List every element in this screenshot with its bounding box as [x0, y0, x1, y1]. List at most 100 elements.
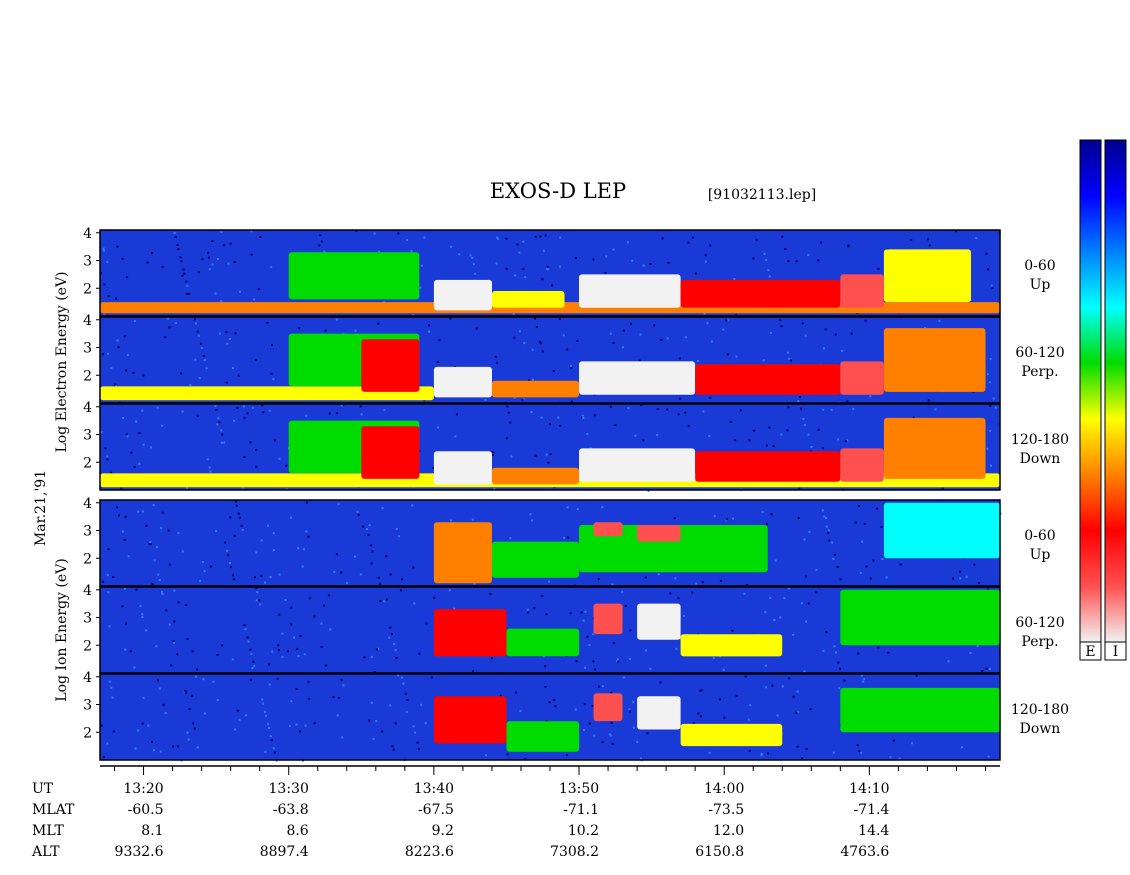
- noise-speckle: [397, 232, 400, 235]
- noise-speckle: [125, 622, 127, 625]
- noise-speckle: [255, 359, 257, 361]
- noise-speckle: [273, 751, 276, 754]
- noise-speckle: [454, 435, 457, 438]
- noise-speckle: [177, 745, 179, 748]
- noise-speckle: [692, 722, 695, 725]
- noise-speckle: [401, 676, 403, 679]
- noise-speckle: [518, 330, 521, 333]
- noise-speckle: [991, 286, 994, 289]
- noise-speckle: [825, 525, 828, 528]
- noise-speckle: [828, 539, 831, 542]
- noise-speckle: [989, 429, 991, 432]
- noise-speckle: [546, 266, 549, 269]
- noise-speckle: [509, 421, 512, 424]
- noise-speckle: [199, 342, 202, 345]
- noise-speckle: [107, 295, 110, 297]
- noise-speckle: [877, 267, 880, 270]
- noise-speckle: [252, 406, 254, 409]
- noise-speckle: [255, 599, 258, 602]
- noise-speckle: [272, 549, 275, 552]
- noise-speckle: [839, 578, 842, 581]
- noise-speckle: [394, 649, 397, 652]
- noise-speckle: [626, 241, 629, 244]
- noise-speckle: [307, 697, 310, 700]
- flux-region: [883, 328, 986, 392]
- noise-speckle: [516, 243, 519, 246]
- noise-speckle: [797, 517, 800, 519]
- noise-speckle: [854, 521, 857, 524]
- noise-speckle: [168, 623, 171, 626]
- noise-speckle: [335, 412, 338, 415]
- footer-row-label: MLT: [32, 823, 64, 839]
- noise-speckle: [147, 724, 150, 727]
- noise-speckle: [301, 565, 304, 568]
- noise-speckle: [237, 512, 240, 515]
- noise-speckle: [250, 652, 253, 655]
- panel-direction-label: Down: [1020, 721, 1061, 737]
- noise-speckle: [702, 410, 705, 413]
- panel-e-down: [99, 403, 1001, 492]
- flux-region: [637, 696, 681, 730]
- noise-speckle: [761, 511, 764, 514]
- footer-row-label: MLAT: [32, 802, 75, 818]
- noise-speckle: [324, 329, 327, 332]
- noise-speckle: [788, 677, 791, 680]
- noise-speckle: [369, 544, 372, 547]
- noise-speckle: [704, 254, 707, 257]
- noise-speckle: [519, 710, 522, 712]
- noise-speckle: [102, 247, 105, 250]
- noise-speckle: [320, 646, 323, 649]
- noise-speckle: [792, 695, 795, 698]
- noise-speckle: [374, 671, 376, 673]
- noise-speckle: [837, 661, 840, 664]
- noise-speckle: [743, 592, 746, 595]
- footer-alt-value: 7308.2: [550, 844, 599, 860]
- noise-speckle: [253, 576, 256, 579]
- noise-speckle: [490, 657, 493, 660]
- noise-speckle: [541, 594, 543, 597]
- noise-speckle: [553, 699, 555, 702]
- noise-speckle: [397, 674, 399, 677]
- noise-speckle: [276, 677, 279, 680]
- noise-speckle: [414, 731, 417, 734]
- noise-speckle: [170, 664, 173, 667]
- chart-title: EXOS-D LEP: [490, 179, 626, 203]
- noise-speckle: [612, 248, 615, 251]
- noise-speckle: [494, 355, 497, 358]
- noise-speckle: [808, 530, 811, 533]
- noise-speckle: [124, 587, 126, 590]
- noise-speckle: [796, 690, 799, 693]
- noise-speckle: [238, 516, 241, 519]
- noise-speckle: [628, 708, 631, 711]
- noise-speckle: [156, 406, 159, 409]
- noise-speckle: [773, 619, 776, 621]
- noise-speckle: [975, 237, 978, 240]
- noise-speckle: [342, 684, 345, 687]
- noise-speckle: [622, 329, 625, 332]
- noise-speckle: [810, 446, 813, 448]
- noise-speckle: [731, 629, 734, 632]
- noise-speckle: [433, 596, 436, 599]
- noise-speckle: [192, 722, 195, 725]
- noise-speckle: [666, 337, 669, 340]
- panel-angle-label: 60-120: [1015, 615, 1064, 631]
- noise-speckle: [588, 722, 591, 725]
- noise-speckle: [260, 539, 263, 542]
- noise-speckle: [797, 400, 800, 403]
- noise-speckle: [355, 230, 358, 232]
- noise-speckle: [250, 230, 253, 233]
- noise-speckle: [115, 297, 118, 300]
- noise-speckle: [277, 644, 280, 647]
- noise-speckle: [601, 506, 604, 509]
- noise-speckle: [142, 510, 144, 513]
- noise-speckle: [807, 602, 810, 605]
- colorbar-label: I: [1113, 644, 1119, 660]
- noise-speckle: [404, 692, 407, 695]
- noise-speckle: [375, 720, 378, 723]
- noise-speckle: [313, 722, 316, 725]
- noise-speckle: [270, 739, 273, 742]
- noise-speckle: [769, 596, 772, 599]
- noise-speckle: [183, 272, 186, 275]
- noise-speckle: [173, 620, 176, 623]
- noise-speckle: [104, 447, 107, 450]
